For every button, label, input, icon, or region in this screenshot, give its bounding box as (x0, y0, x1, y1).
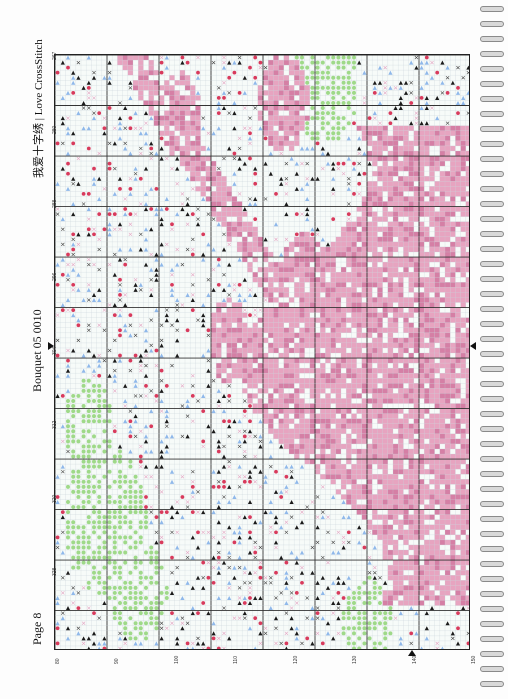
page-number: Page 8 (30, 612, 44, 645)
spiral-binding (478, 6, 508, 696)
binding-ring (480, 351, 504, 357)
top-tick-label: 288 (52, 199, 58, 208)
binding-ring (480, 261, 504, 267)
binding-ring (480, 111, 504, 117)
binding-ring (480, 156, 504, 162)
binding-ring (480, 576, 504, 582)
binding-ring (480, 21, 504, 27)
binding-ring (480, 456, 504, 462)
binding-ring (480, 96, 504, 102)
bottom-tick-label: 110 (233, 656, 240, 664)
bottom-tick-label: 120 (292, 655, 299, 664)
binding-ring (480, 426, 504, 432)
binding-ring (480, 231, 504, 237)
binding-ring (480, 171, 504, 177)
center-marker-bottom (408, 650, 416, 656)
top-tick-label: 320 (52, 494, 58, 503)
binding-ring (480, 336, 504, 342)
top-tick-label: 296 (52, 272, 58, 282)
binding-ring (480, 441, 504, 447)
binding-ring (480, 516, 504, 522)
bottom-tick-label: 90 (114, 658, 121, 664)
bottom-tick-label: 140 (411, 655, 418, 664)
bottom-tick-label: 80 (55, 658, 61, 664)
binding-ring (480, 66, 504, 72)
binding-ring (480, 216, 504, 222)
binding-ring (480, 201, 504, 207)
binding-ring (480, 471, 504, 477)
binding-ring (480, 291, 504, 297)
top-tick-label: 267 (52, 51, 58, 60)
binding-ring (480, 186, 504, 192)
bottom-tick-label: 100 (173, 655, 180, 664)
binding-ring (480, 591, 504, 597)
binding-ring (480, 411, 504, 417)
binding-ring (480, 396, 504, 402)
binding-ring (480, 6, 504, 12)
top-tick-label: 312 (52, 420, 58, 429)
bottom-tick-label: 150 (471, 655, 477, 664)
binding-ring (480, 366, 504, 372)
binding-ring (480, 666, 504, 672)
binding-ring (480, 561, 504, 567)
binding-ring (480, 141, 504, 147)
binding-ring (480, 606, 504, 612)
binding-ring (480, 51, 504, 57)
chart-title: Bouquet 05 0010 (30, 309, 44, 392)
center-marker-left (48, 342, 54, 350)
binding-ring (480, 546, 504, 552)
center-marker-right (470, 342, 476, 350)
top-tick-label: 328 (52, 567, 58, 577)
binding-ring (480, 531, 504, 537)
binding-ring (480, 651, 504, 657)
binding-ring (480, 381, 504, 387)
binding-ring (480, 621, 504, 627)
binding-ring (480, 306, 504, 312)
binding-ring (480, 321, 504, 327)
binding-ring (480, 636, 504, 642)
binding-ring (480, 126, 504, 132)
chart-grid (55, 55, 469, 649)
binding-ring (480, 276, 504, 282)
brand-label: 我爱十字绣 | Love CrossStitch (33, 39, 45, 178)
binding-ring (480, 486, 504, 492)
binding-ring (480, 246, 504, 252)
top-tick-label: 280 (52, 125, 58, 134)
binding-ring (480, 81, 504, 87)
binding-ring (480, 36, 504, 42)
cross-stitch-chart (54, 54, 470, 650)
binding-ring (480, 681, 504, 687)
bottom-tick-label: 130 (352, 655, 359, 664)
binding-ring (480, 501, 504, 507)
